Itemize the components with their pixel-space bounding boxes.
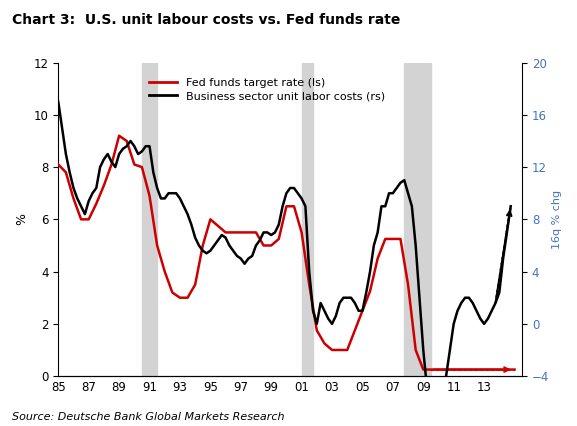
Line: Fed funds target rate (ls): Fed funds target rate (ls) <box>58 136 515 370</box>
Business sector unit labor costs (rs) <box>306 269 313 274</box>
Y-axis label: %: % <box>15 213 28 225</box>
Business sector unit labor costs (rs) <box>150 170 157 175</box>
Business sector unit labor costs (rs) <box>366 269 373 274</box>
Fed funds target rate (ls) <box>511 367 518 372</box>
Fed funds target rate (ls) <box>466 367 473 372</box>
Business sector unit labor costs (rs) <box>177 196 183 201</box>
Fed funds target rate (ls) <box>169 290 176 295</box>
Bar <box>142 63 157 376</box>
Fed funds target rate (ls) <box>55 162 62 167</box>
Fed funds target rate (ls) <box>222 230 229 235</box>
Line: Business sector unit labor costs (rs): Business sector unit labor costs (rs) <box>58 102 511 426</box>
Text: Source: Deutsche Bank Global Markets Research: Source: Deutsche Bank Global Markets Res… <box>12 412 284 422</box>
Bar <box>302 63 313 376</box>
Y-axis label: 16q % chg: 16q % chg <box>552 190 562 249</box>
Business sector unit labor costs (rs) <box>507 204 514 209</box>
Business sector unit labor costs (rs) <box>55 99 62 104</box>
Bar <box>404 63 431 376</box>
Fed funds target rate (ls) <box>336 348 343 353</box>
Business sector unit labor costs (rs) <box>496 290 503 295</box>
Business sector unit labor costs (rs) <box>412 243 419 248</box>
Fed funds target rate (ls) <box>153 243 160 248</box>
Fed funds target rate (ls) <box>420 367 427 372</box>
Fed funds target rate (ls) <box>306 282 313 287</box>
Legend: Fed funds target rate (ls), Business sector unit labor costs (rs): Fed funds target rate (ls), Business sec… <box>146 75 388 104</box>
Text: Chart 3:  U.S. unit labour costs vs. Fed funds rate: Chart 3: U.S. unit labour costs vs. Fed … <box>12 13 400 27</box>
Fed funds target rate (ls) <box>115 133 122 138</box>
